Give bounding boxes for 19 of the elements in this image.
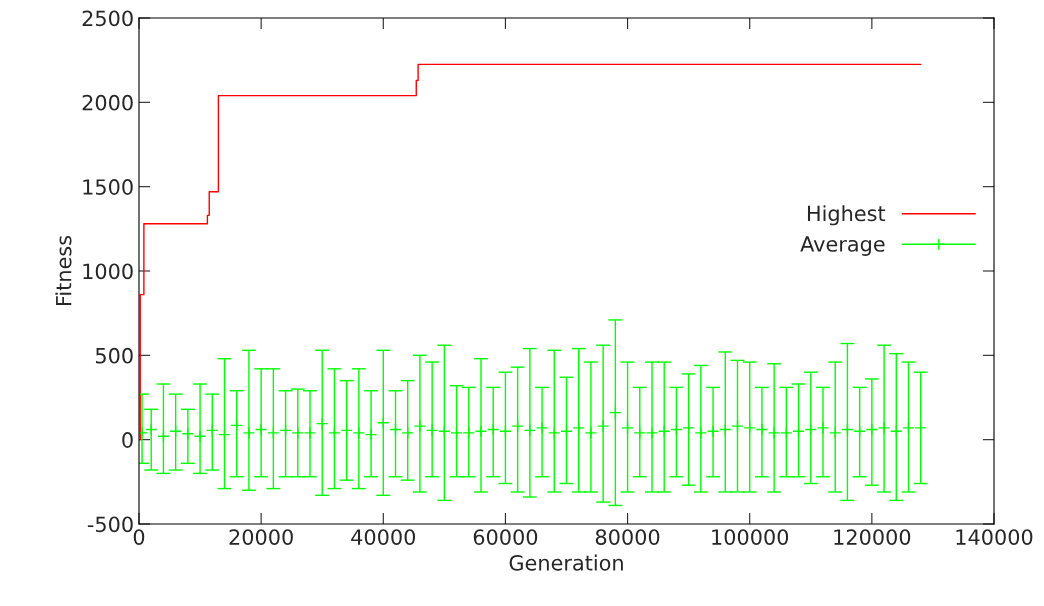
y-axis-title: Fitness — [55, 235, 72, 306]
x-tick-label: 40000 — [351, 529, 416, 545]
x-tick-label: 120000 — [834, 529, 911, 545]
x-axis-title: Generation — [509, 554, 623, 571]
y-tick-label: 0 — [122, 432, 133, 448]
x-tick-label: 0 — [133, 529, 145, 545]
y-tick-label: -500 — [87, 516, 133, 533]
x-tick-label: 140000 — [956, 529, 1033, 545]
x-tick-label: 60000 — [473, 529, 538, 545]
y-tick-label: 2000 — [82, 94, 133, 111]
x-tick-label: 20000 — [229, 529, 293, 545]
y-tick-label: 1500 — [83, 179, 133, 195]
legend-label: Highest — [807, 205, 886, 226]
y-tick-label: 1000 — [83, 263, 133, 280]
legend-label: Average — [800, 236, 885, 256]
y-tick-label: 500 — [95, 347, 133, 364]
x-tick-label: 100000 — [712, 529, 789, 545]
y-tick-label: 2500 — [82, 10, 133, 27]
x-tick-label: 80000 — [595, 529, 660, 545]
